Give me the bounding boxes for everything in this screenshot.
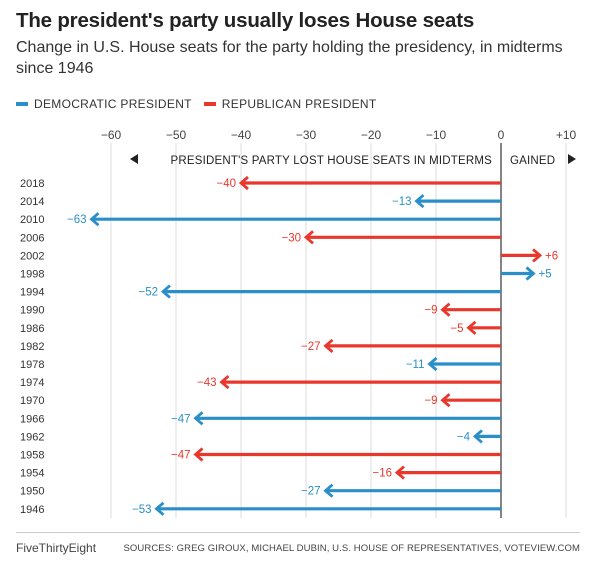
year-label: 1950: [20, 486, 44, 498]
arrowhead: [427, 356, 438, 372]
arrowhead: [154, 501, 165, 516]
chart-title: The president's party usually loses Hous…: [16, 9, 475, 32]
data-label: −47: [171, 450, 191, 462]
data-label: −27: [301, 486, 321, 498]
data-label: −9: [424, 395, 437, 407]
x-tick-label: −40: [231, 128, 252, 142]
legend-swatch-dem: [16, 102, 28, 106]
year-label: 1954: [20, 468, 44, 480]
x-tick-label: −50: [166, 128, 187, 142]
data-label: −47: [171, 413, 191, 425]
year-label: 2002: [20, 250, 44, 262]
year-label: 1970: [20, 395, 44, 407]
chart-subtitle: Change in U.S. House seats for the party…: [16, 39, 563, 77]
data-label: −43: [197, 377, 217, 389]
annotation-gained: GAINED: [510, 155, 555, 167]
arrowhead: [219, 375, 230, 390]
legend-swatch-rep: [203, 102, 216, 106]
year-label: 2014: [20, 196, 44, 208]
year-label: 1994: [20, 287, 44, 299]
year-label: 1946: [20, 504, 44, 516]
chart-area: −60 −50 −40 −30 −20 −10 0 +10 PRESIDENT'S PARTY …: [20, 128, 577, 518]
arrowhead: [323, 483, 334, 498]
data-label: −63: [67, 214, 87, 226]
year-label: 1962: [20, 431, 44, 443]
legend-label-rep: REPUBLICAN PRESIDENT: [221, 97, 377, 111]
data-label: −52: [138, 287, 158, 299]
year-label: 1990: [20, 305, 44, 317]
annotation-lost: PRESIDENT'S PARTY LOST HOUSE SEATS IN MI…: [170, 155, 492, 167]
legend-item-rep: REPUBLICAN PRESIDENT: [203, 97, 377, 111]
year-label: 1986: [20, 323, 44, 335]
year-label: 2006: [20, 232, 44, 244]
arrowhead: [394, 465, 405, 480]
legend-label-dem: DEMOCRATIC PRESIDENT: [34, 97, 192, 111]
data-label: −16: [372, 468, 392, 480]
data-label: −11: [406, 359, 425, 371]
arrowhead: [532, 248, 543, 263]
legend-item-dem: DEMOCRATIC PRESIDENT: [16, 97, 192, 111]
data-label: −30: [281, 232, 301, 244]
footer-divider: [16, 532, 580, 533]
data-label: +6: [545, 250, 558, 262]
arrowhead: [303, 230, 314, 245]
x-tick-label: −60: [101, 128, 122, 142]
data-label: −9: [424, 305, 437, 317]
arrowhead: [525, 266, 536, 281]
arrowhead: [193, 447, 204, 462]
arrowhead: [414, 194, 425, 209]
arrow-left-icon: [130, 154, 138, 164]
data-label: −40: [216, 178, 236, 190]
year-label: 1978: [20, 359, 44, 371]
data-label: −27: [301, 341, 321, 353]
year-label: 1998: [20, 269, 44, 281]
legend: DEMOCRATIC PRESIDENT REPUBLICAN PRESIDEN…: [16, 97, 389, 111]
arrowhead: [238, 175, 249, 191]
arrowhead: [160, 284, 171, 299]
data-label: −5: [450, 323, 463, 335]
arrowhead: [89, 212, 100, 227]
arrow-right-icon: [568, 154, 576, 164]
x-tick-label: +10: [556, 128, 577, 142]
x-tick-label: −20: [361, 128, 382, 142]
data-label: +5: [539, 269, 552, 281]
x-tick-label: −30: [296, 128, 317, 142]
arrowhead: [193, 411, 204, 426]
x-tick-label: 0: [498, 128, 505, 142]
arrowhead: [440, 302, 451, 317]
arrowhead: [323, 338, 334, 353]
data-label: −13: [392, 196, 412, 208]
year-label: 1966: [20, 413, 44, 425]
footer-source: SOURCES: GREG GIROUX, MICHAEL DUBIN, U.S…: [123, 543, 580, 554]
footer-brand: FiveThirtyEight: [16, 541, 97, 555]
data-label: −53: [132, 504, 152, 516]
x-tick-label: −10: [426, 128, 447, 142]
year-label: 2018: [20, 178, 44, 190]
year-label: 2010: [20, 214, 44, 226]
arrowhead: [440, 393, 451, 408]
arrowhead: [466, 320, 477, 335]
year-label: 1958: [20, 450, 44, 462]
year-label: 1982: [20, 341, 44, 353]
year-label: 1974: [20, 377, 44, 389]
data-label: −4: [457, 431, 471, 443]
arrowhead: [472, 429, 483, 444]
